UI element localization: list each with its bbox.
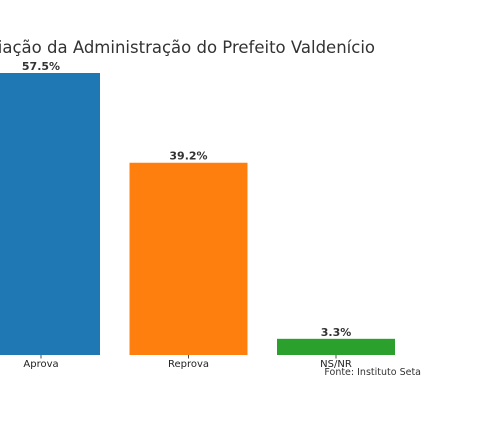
chart-title: Avaliação da Administração do Prefeito V… <box>0 38 375 57</box>
x-axis-ticks: Aprova Reprova NS/NR <box>23 355 352 370</box>
value-label-ns-nr: 3.3% <box>321 326 352 339</box>
value-label-reprova: 39.2% <box>169 150 207 163</box>
bar-aprova <box>0 73 100 355</box>
value-labels-layer: 57.5% 39.2% 3.3% <box>22 60 351 339</box>
bars-layer <box>0 73 395 355</box>
source-note: Fonte: Instituto Seta <box>324 367 421 378</box>
bar-reprova <box>129 162 248 355</box>
value-label-aprova: 57.5% <box>22 60 60 73</box>
x-tick-label-reprova: Reprova <box>168 359 209 370</box>
x-tick-label-ns-nr: NS/NR <box>320 359 352 370</box>
bar-ns-nr <box>277 338 395 355</box>
x-tick-label-aprova: Aprova <box>23 359 58 370</box>
